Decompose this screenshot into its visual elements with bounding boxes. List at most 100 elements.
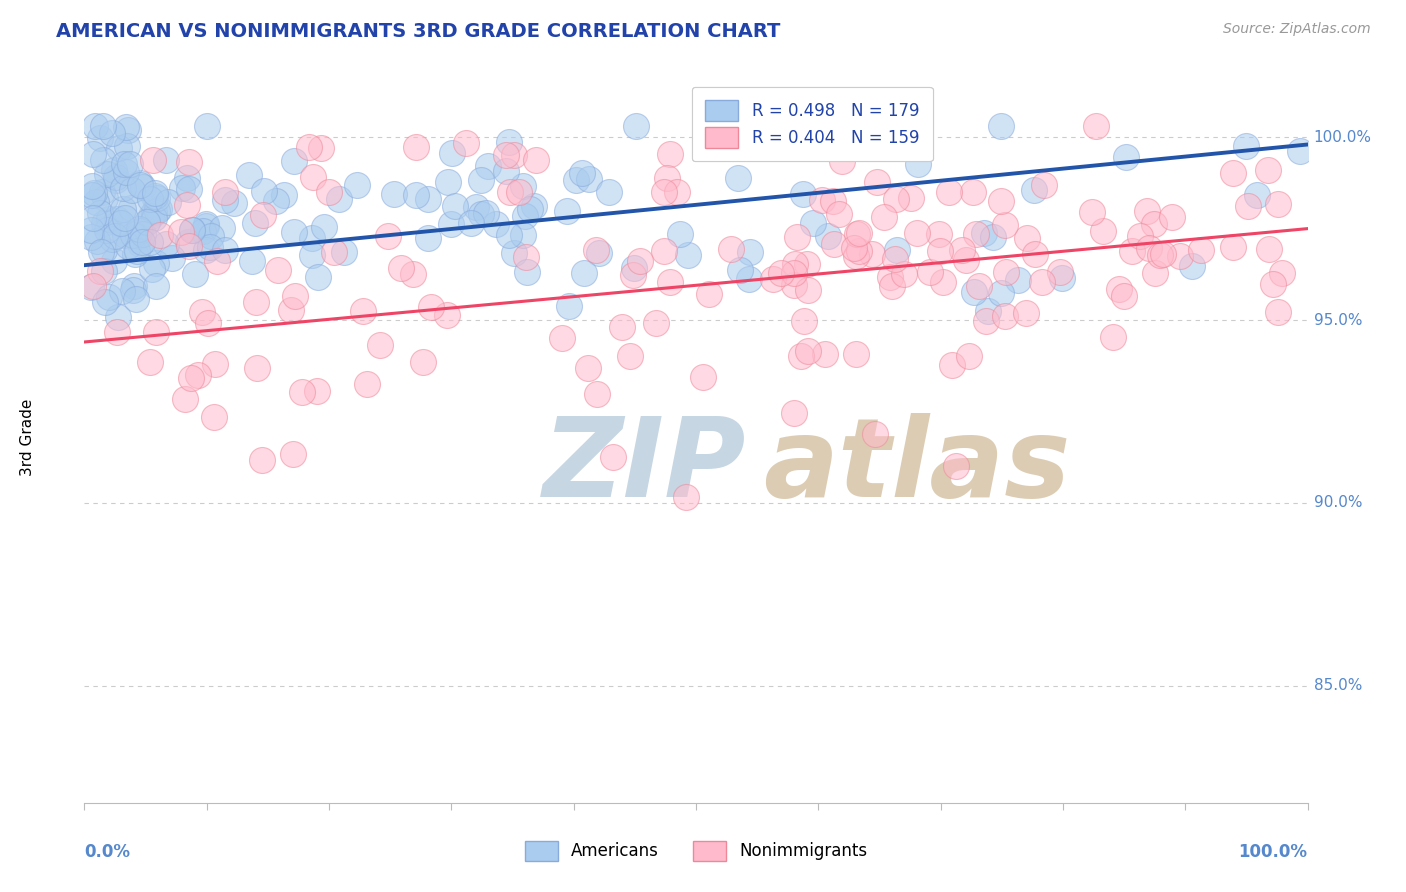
Point bbox=[139, 355, 162, 369]
Point bbox=[792, 186, 814, 201]
Point bbox=[307, 269, 329, 284]
Point bbox=[105, 325, 128, 339]
Point bbox=[523, 198, 546, 212]
Point bbox=[907, 156, 929, 170]
Point bbox=[801, 216, 824, 230]
Point bbox=[515, 250, 537, 264]
Point bbox=[1246, 187, 1268, 202]
Point bbox=[389, 260, 412, 275]
Point bbox=[145, 188, 167, 202]
Point bbox=[177, 235, 200, 250]
Point bbox=[128, 224, 150, 238]
Point bbox=[1091, 225, 1114, 239]
Point bbox=[845, 249, 868, 263]
Point bbox=[301, 169, 323, 184]
Point bbox=[576, 361, 599, 376]
Point bbox=[817, 229, 839, 244]
Point bbox=[439, 217, 461, 231]
Point bbox=[965, 227, 987, 241]
Point bbox=[619, 349, 641, 363]
Point bbox=[967, 278, 990, 293]
Point bbox=[139, 235, 162, 250]
Point bbox=[1137, 241, 1160, 255]
Point bbox=[588, 245, 610, 260]
Point bbox=[89, 130, 111, 145]
Point bbox=[652, 185, 675, 199]
Point bbox=[974, 314, 997, 328]
Point bbox=[184, 267, 207, 281]
Point bbox=[659, 146, 682, 161]
Point bbox=[512, 179, 534, 194]
Point bbox=[516, 265, 538, 279]
Point bbox=[89, 206, 111, 220]
Point bbox=[1257, 162, 1279, 177]
Point bbox=[266, 194, 288, 208]
Point bbox=[128, 221, 150, 235]
Point bbox=[122, 279, 145, 293]
Point bbox=[405, 140, 427, 154]
Point bbox=[931, 275, 953, 289]
Point bbox=[253, 184, 276, 198]
Point bbox=[187, 368, 209, 382]
Point bbox=[174, 392, 197, 407]
Point bbox=[377, 229, 399, 244]
Point bbox=[893, 267, 915, 281]
Point bbox=[418, 230, 440, 244]
Point bbox=[145, 203, 167, 218]
Point bbox=[141, 210, 163, 224]
Text: Source: ZipAtlas.com: Source: ZipAtlas.com bbox=[1223, 22, 1371, 37]
Point bbox=[990, 120, 1012, 134]
Point bbox=[195, 219, 218, 234]
Point bbox=[920, 265, 942, 279]
Point bbox=[121, 283, 143, 297]
Point bbox=[160, 252, 183, 266]
Point bbox=[720, 242, 742, 256]
Point bbox=[860, 247, 883, 261]
Point bbox=[112, 157, 135, 171]
Point bbox=[621, 268, 644, 283]
Point bbox=[273, 187, 295, 202]
Point bbox=[796, 344, 818, 359]
Point bbox=[245, 216, 267, 230]
Point bbox=[945, 458, 967, 473]
Point bbox=[198, 240, 221, 254]
Point bbox=[80, 230, 103, 244]
Point bbox=[356, 376, 378, 391]
Point bbox=[82, 211, 104, 226]
Point bbox=[155, 153, 177, 167]
Point bbox=[475, 206, 498, 220]
Point bbox=[844, 241, 866, 255]
Point bbox=[191, 305, 214, 319]
Point bbox=[769, 266, 792, 280]
Point bbox=[1234, 138, 1257, 153]
Point bbox=[1149, 248, 1171, 262]
Point bbox=[346, 178, 368, 192]
Point bbox=[502, 246, 524, 260]
Point bbox=[1101, 329, 1123, 343]
Point bbox=[204, 357, 226, 371]
Point bbox=[1050, 271, 1073, 285]
Point bbox=[886, 243, 908, 257]
Point bbox=[883, 252, 905, 267]
Point bbox=[890, 120, 912, 134]
Point bbox=[124, 292, 146, 306]
Point bbox=[195, 120, 218, 134]
Point bbox=[283, 153, 305, 168]
Point bbox=[298, 140, 321, 154]
Point bbox=[301, 231, 323, 245]
Point bbox=[142, 153, 165, 168]
Point bbox=[129, 178, 152, 192]
Point bbox=[368, 337, 391, 351]
Point bbox=[111, 285, 134, 299]
Point bbox=[238, 168, 260, 182]
Point bbox=[80, 188, 103, 202]
Point bbox=[195, 243, 218, 257]
Point bbox=[143, 186, 166, 201]
Point bbox=[200, 228, 222, 243]
Point bbox=[783, 266, 806, 280]
Point bbox=[783, 406, 806, 420]
Point bbox=[905, 226, 928, 240]
Point bbox=[120, 201, 142, 215]
Point bbox=[831, 154, 853, 169]
Point bbox=[495, 164, 517, 178]
